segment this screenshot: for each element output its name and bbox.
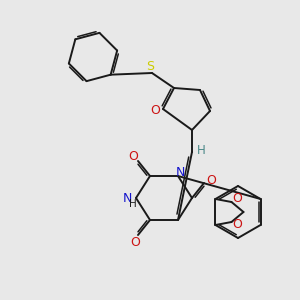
Text: O: O [232,193,242,206]
Text: O: O [206,175,216,188]
Text: O: O [128,149,138,163]
Text: H: H [129,199,137,209]
Text: S: S [146,61,154,74]
Text: O: O [232,218,242,232]
Text: H: H [196,145,206,158]
Text: O: O [130,236,140,248]
Text: N: N [122,191,132,205]
Text: O: O [150,104,160,118]
Text: N: N [175,166,185,178]
